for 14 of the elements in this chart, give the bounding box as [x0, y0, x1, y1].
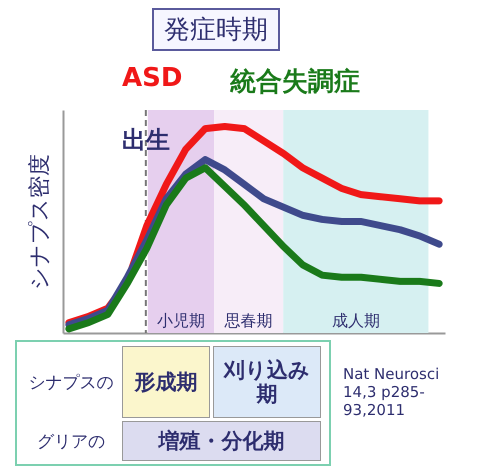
chart-title: 発症時期: [152, 8, 280, 51]
annotation: 成人期: [332, 311, 380, 330]
text: 形成期: [122, 346, 210, 418]
text: 増殖・分化期: [122, 421, 321, 461]
text: グリアの: [36, 430, 106, 454]
text: シナプスの: [28, 372, 114, 394]
annotation: 小児期: [156, 311, 205, 330]
annotation: 思春期: [224, 311, 273, 330]
text: Nat Neurosci 14,3 p285-93,2011: [343, 365, 440, 419]
text: 統合失調症: [230, 67, 360, 97]
series-label: ASD: [122, 63, 182, 93]
annotation: 出生: [122, 126, 170, 154]
y-axis-title: シナプス密度: [28, 154, 52, 290]
text: 刈り込み期: [213, 346, 321, 418]
